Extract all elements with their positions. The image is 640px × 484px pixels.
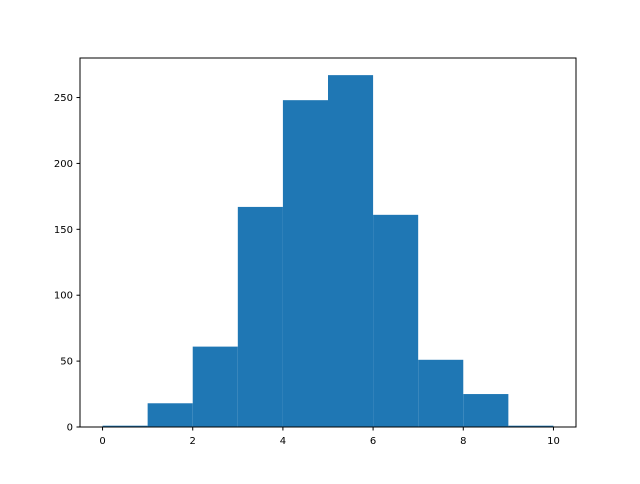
histogram-bar (102, 425, 148, 427)
histogram-bar (328, 75, 374, 427)
axes-frame (79, 57, 577, 428)
y-tick-label: 100 (54, 291, 73, 302)
histogram-bar (463, 394, 509, 427)
y-tick-label: 0 (67, 423, 73, 434)
x-tick-label: 6 (370, 436, 376, 447)
x-tick-label: 10 (547, 436, 560, 447)
y-tick-label: 150 (54, 225, 73, 236)
bars (102, 75, 554, 428)
histogram-bar (282, 100, 328, 428)
y-axis: 0 50 100 150 200 250 (54, 93, 80, 434)
x-tick-label: 8 (460, 436, 466, 447)
x-tick-label: 2 (190, 436, 196, 447)
histogram-bar (373, 214, 419, 427)
x-tick-label: 0 (99, 436, 105, 447)
x-axis: 0 2 4 6 8 10 (99, 427, 560, 447)
histogram-bar (147, 403, 193, 427)
histogram-bar (192, 346, 238, 427)
histogram-bar (237, 206, 283, 427)
y-tick-label: 250 (54, 93, 73, 104)
x-tick-label: 4 (280, 436, 286, 447)
histogram-bar (418, 359, 464, 427)
y-tick-label: 50 (60, 357, 73, 368)
y-tick-label: 200 (54, 159, 73, 170)
histogram-bar (508, 425, 554, 427)
